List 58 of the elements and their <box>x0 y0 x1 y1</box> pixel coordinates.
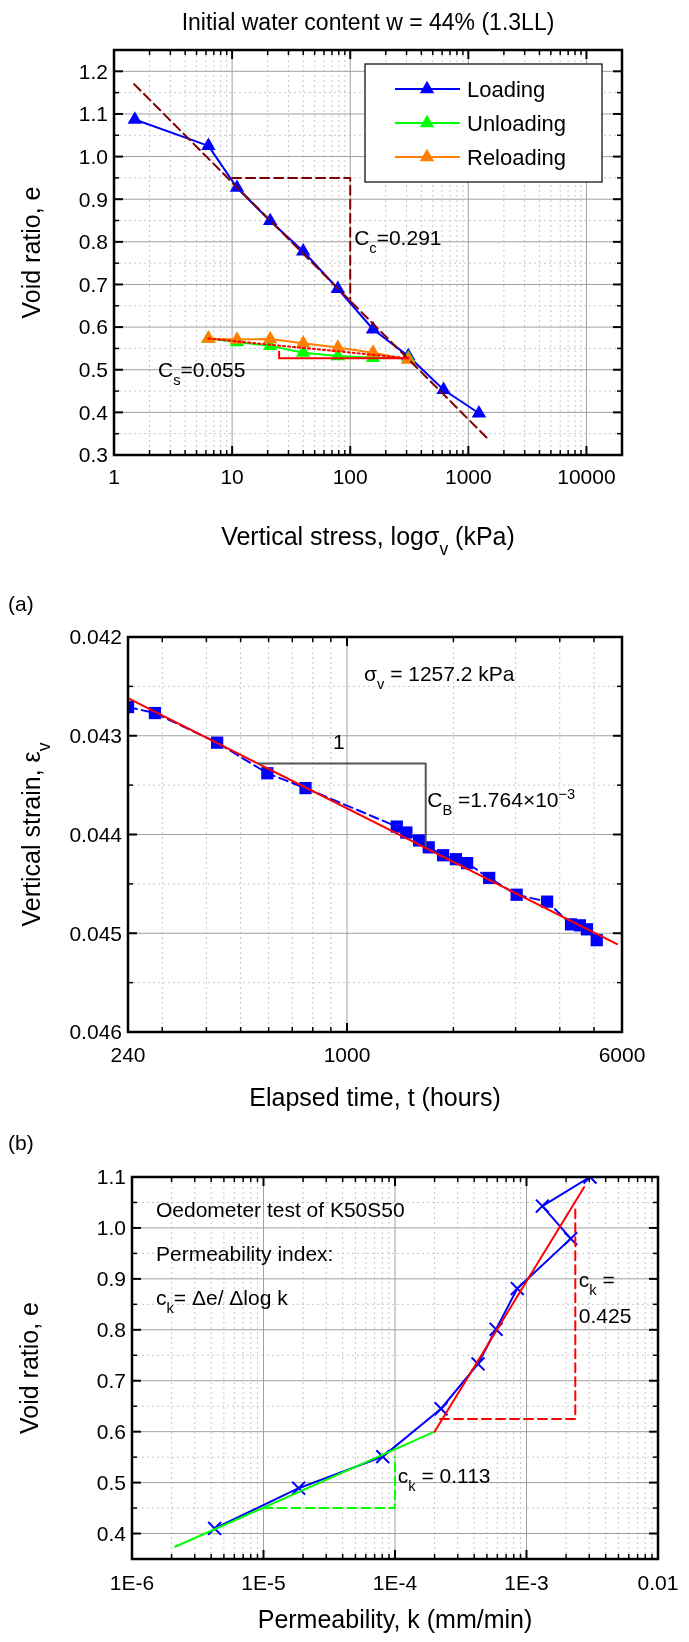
x-tick-label: 1000 <box>323 1043 371 1066</box>
legend-label: Loading <box>467 76 546 102</box>
x-axis-title: Elapsed time, t (hours) <box>249 1083 501 1111</box>
annotation: C$_{c}$=0.291 <box>354 225 442 256</box>
x-tick-label: 240 <box>110 1043 146 1066</box>
x-tick-label: 1E-6 <box>109 1571 155 1594</box>
y-tick-label: 0.7 <box>78 272 108 296</box>
annotation: 1 <box>333 730 345 754</box>
y-tick-label: 0.5 <box>96 1470 126 1494</box>
annotation: C$_{s}$=0.055 <box>158 358 246 389</box>
y-axis-title: Void ratio, e <box>15 1301 43 1435</box>
y-tick-label: 0.6 <box>96 1420 126 1444</box>
x-tick-label: 10000 <box>557 465 616 488</box>
y-tick-label: 0.046 <box>69 1020 122 1044</box>
chart-title: Initial water content w = 44% (1.3LL) <box>181 9 555 35</box>
y-tick-label: 0.9 <box>96 1267 126 1291</box>
annotation: c$_{k}$= Δe/ Δlog k <box>156 1286 289 1317</box>
annotation: Permeability index: <box>156 1242 334 1266</box>
y-tick-label: 0.9 <box>78 187 108 211</box>
y-tick-label: 0.8 <box>78 230 108 254</box>
y-axis-title: Void ratio, e <box>17 186 45 319</box>
annotation: 0.425 <box>578 1303 632 1327</box>
y-tick-label: 0.043 <box>69 724 122 748</box>
annotation: C$_{B}$ =1.764×10$^{−3}$ <box>427 786 576 819</box>
y-tick-label: 0.4 <box>78 400 109 424</box>
x-axis-title: Vertical stress, logσ$_{v}$ (kPa) <box>221 522 515 559</box>
y-tick-label: 0.8 <box>96 1318 126 1342</box>
y-tick-label: 0.042 <box>69 625 122 649</box>
y-tick-label: 0.044 <box>69 822 123 846</box>
y-tick-label: 1.0 <box>78 144 108 168</box>
x-tick-label: 0.01 <box>637 1571 679 1594</box>
y-tick-label: 0.045 <box>69 921 122 945</box>
y-tick-label: 0.6 <box>78 315 108 339</box>
y-tick-label: 0.4 <box>96 1521 127 1545</box>
y-tick-label: 0.7 <box>96 1369 126 1393</box>
legend-label: Unloading <box>467 110 567 136</box>
annotation: c$_{k}$ = <box>578 1268 615 1299</box>
x-tick-label: 1E-5 <box>241 1571 286 1594</box>
x-tick-label: 1E-3 <box>504 1571 549 1594</box>
x-tick-label: 1E-4 <box>372 1571 418 1594</box>
text: (b) <box>8 1131 34 1155</box>
x-axis-title: Permeability, k (mm/min) <box>257 1605 533 1633</box>
text: (a) <box>8 592 34 616</box>
annotation: c$_{k}$ = 0.113 <box>397 1463 491 1494</box>
annotation: σ$_{v}$ = 1257.2 kPa <box>364 662 515 693</box>
y-tick-label: 1.2 <box>78 59 108 83</box>
x-tick-label: 100 <box>332 465 368 488</box>
y-tick-label: 0.5 <box>78 358 108 382</box>
y-tick-label: 1.1 <box>78 102 108 126</box>
x-tick-label: 1000 <box>444 465 492 488</box>
legend-label: Reloading <box>467 144 567 170</box>
y-tick-label: 1.0 <box>96 1216 126 1240</box>
x-tick-label: 1 <box>108 465 120 488</box>
y-tick-label: 1.1 <box>96 1165 126 1189</box>
x-tick-label: 10 <box>220 465 244 488</box>
x-tick-label: 6000 <box>598 1043 646 1066</box>
annotation: Oedometer test of K50S50 <box>156 1198 405 1222</box>
y-tick-label: 0.3 <box>78 443 108 467</box>
